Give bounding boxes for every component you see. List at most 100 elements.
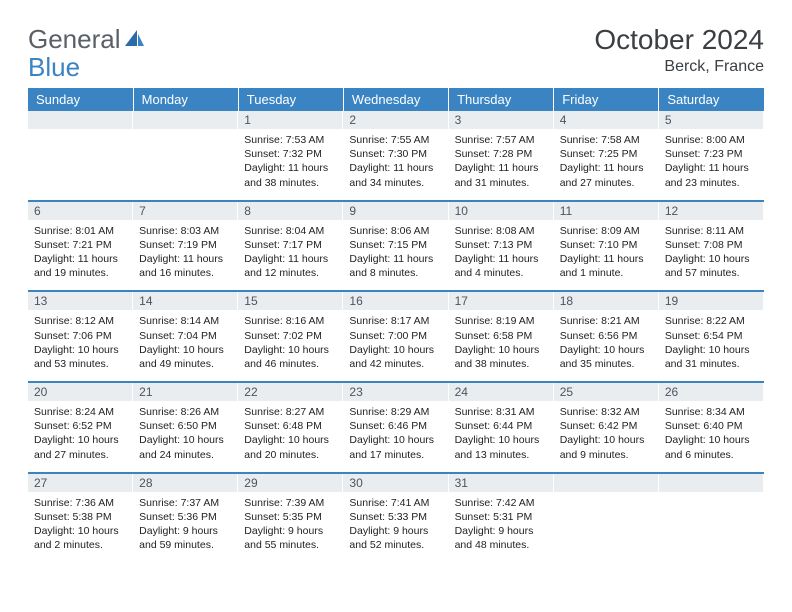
month-title: October 2024: [594, 24, 764, 56]
calendar-cell: 4Sunrise: 7:58 AMSunset: 7:25 PMDaylight…: [554, 111, 659, 201]
day-number: 24: [449, 383, 554, 401]
calendar-cell: 29Sunrise: 7:39 AMSunset: 5:35 PMDayligh…: [238, 473, 343, 563]
day-number: 2: [343, 111, 448, 129]
calendar-cell: 5Sunrise: 8:00 AMSunset: 7:23 PMDaylight…: [659, 111, 764, 201]
day-number: 25: [554, 383, 659, 401]
day-number: 17: [449, 292, 554, 310]
calendar-cell: 21Sunrise: 8:26 AMSunset: 6:50 PMDayligh…: [133, 382, 238, 473]
title-block: October 2024 Berck, France: [594, 24, 764, 76]
day-header: Saturday: [659, 88, 764, 111]
day-details: Sunrise: 8:16 AMSunset: 7:02 PMDaylight:…: [238, 310, 343, 381]
day-number: [28, 111, 133, 129]
logo-text-general: General: [28, 24, 121, 55]
day-details: Sunrise: 7:57 AMSunset: 7:28 PMDaylight:…: [449, 129, 554, 200]
calendar-cell: 2Sunrise: 7:55 AMSunset: 7:30 PMDaylight…: [343, 111, 448, 201]
day-details: Sunrise: 7:39 AMSunset: 5:35 PMDaylight:…: [238, 492, 343, 563]
day-number: 23: [343, 383, 448, 401]
day-header: Thursday: [449, 88, 554, 111]
calendar-cell: 23Sunrise: 8:29 AMSunset: 6:46 PMDayligh…: [343, 382, 448, 473]
day-details: Sunrise: 8:11 AMSunset: 7:08 PMDaylight:…: [659, 220, 764, 291]
day-number: 5: [659, 111, 764, 129]
day-details: Sunrise: 8:14 AMSunset: 7:04 PMDaylight:…: [133, 310, 238, 381]
calendar-cell: 30Sunrise: 7:41 AMSunset: 5:33 PMDayligh…: [343, 473, 448, 563]
day-number: 22: [238, 383, 343, 401]
day-number: 16: [343, 292, 448, 310]
calendar-cell: 14Sunrise: 8:14 AMSunset: 7:04 PMDayligh…: [133, 291, 238, 382]
calendar-week: 13Sunrise: 8:12 AMSunset: 7:06 PMDayligh…: [28, 291, 764, 382]
day-number: 18: [554, 292, 659, 310]
calendar-cell: 24Sunrise: 8:31 AMSunset: 6:44 PMDayligh…: [449, 382, 554, 473]
day-details: Sunrise: 8:27 AMSunset: 6:48 PMDaylight:…: [238, 401, 343, 472]
day-number: 8: [238, 202, 343, 220]
day-details: Sunrise: 7:58 AMSunset: 7:25 PMDaylight:…: [554, 129, 659, 200]
calendar-cell: [659, 473, 764, 563]
day-details: Sunrise: 7:36 AMSunset: 5:38 PMDaylight:…: [28, 492, 133, 563]
day-number: [554, 474, 659, 492]
day-details: [554, 492, 659, 558]
logo: General: [28, 24, 145, 55]
calendar-cell: 3Sunrise: 7:57 AMSunset: 7:28 PMDaylight…: [449, 111, 554, 201]
day-number: 21: [133, 383, 238, 401]
day-number: 31: [449, 474, 554, 492]
day-details: Sunrise: 8:22 AMSunset: 6:54 PMDaylight:…: [659, 310, 764, 381]
day-number: 11: [554, 202, 659, 220]
day-number: 4: [554, 111, 659, 129]
day-details: Sunrise: 8:01 AMSunset: 7:21 PMDaylight:…: [28, 220, 133, 291]
day-number: 10: [449, 202, 554, 220]
day-details: Sunrise: 7:53 AMSunset: 7:32 PMDaylight:…: [238, 129, 343, 200]
calendar-week: 6Sunrise: 8:01 AMSunset: 7:21 PMDaylight…: [28, 201, 764, 292]
day-number: 9: [343, 202, 448, 220]
day-details: Sunrise: 8:06 AMSunset: 7:15 PMDaylight:…: [343, 220, 448, 291]
calendar-cell: 9Sunrise: 8:06 AMSunset: 7:15 PMDaylight…: [343, 201, 448, 292]
calendar-cell: 13Sunrise: 8:12 AMSunset: 7:06 PMDayligh…: [28, 291, 133, 382]
calendar-cell: 12Sunrise: 8:11 AMSunset: 7:08 PMDayligh…: [659, 201, 764, 292]
day-details: Sunrise: 7:42 AMSunset: 5:31 PMDaylight:…: [449, 492, 554, 563]
day-number: 28: [133, 474, 238, 492]
calendar-cell: 11Sunrise: 8:09 AMSunset: 7:10 PMDayligh…: [554, 201, 659, 292]
logo-text-blue: Blue: [28, 52, 80, 83]
day-details: Sunrise: 8:26 AMSunset: 6:50 PMDaylight:…: [133, 401, 238, 472]
calendar-cell: 8Sunrise: 8:04 AMSunset: 7:17 PMDaylight…: [238, 201, 343, 292]
day-number: 19: [659, 292, 764, 310]
day-details: Sunrise: 8:24 AMSunset: 6:52 PMDaylight:…: [28, 401, 133, 472]
day-details: Sunrise: 8:31 AMSunset: 6:44 PMDaylight:…: [449, 401, 554, 472]
day-header: Friday: [554, 88, 659, 111]
location: Berck, France: [594, 58, 764, 76]
day-number: 13: [28, 292, 133, 310]
calendar-cell: 22Sunrise: 8:27 AMSunset: 6:48 PMDayligh…: [238, 382, 343, 473]
day-number: 15: [238, 292, 343, 310]
calendar-week: 20Sunrise: 8:24 AMSunset: 6:52 PMDayligh…: [28, 382, 764, 473]
day-details: Sunrise: 8:09 AMSunset: 7:10 PMDaylight:…: [554, 220, 659, 291]
day-details: Sunrise: 8:17 AMSunset: 7:00 PMDaylight:…: [343, 310, 448, 381]
day-details: Sunrise: 7:37 AMSunset: 5:36 PMDaylight:…: [133, 492, 238, 563]
header: General October 2024 Berck, France: [28, 24, 764, 76]
day-number: 3: [449, 111, 554, 129]
day-number: 14: [133, 292, 238, 310]
calendar-cell: 17Sunrise: 8:19 AMSunset: 6:58 PMDayligh…: [449, 291, 554, 382]
calendar-cell: 6Sunrise: 8:01 AMSunset: 7:21 PMDaylight…: [28, 201, 133, 292]
calendar-cell: [28, 111, 133, 201]
day-number: 30: [343, 474, 448, 492]
day-number: 20: [28, 383, 133, 401]
day-details: Sunrise: 8:08 AMSunset: 7:13 PMDaylight:…: [449, 220, 554, 291]
day-number: [659, 474, 764, 492]
day-number: 7: [133, 202, 238, 220]
day-details: Sunrise: 8:21 AMSunset: 6:56 PMDaylight:…: [554, 310, 659, 381]
day-details: [28, 129, 133, 195]
day-number: 6: [28, 202, 133, 220]
calendar-cell: 16Sunrise: 8:17 AMSunset: 7:00 PMDayligh…: [343, 291, 448, 382]
day-details: Sunrise: 8:19 AMSunset: 6:58 PMDaylight:…: [449, 310, 554, 381]
day-number: 29: [238, 474, 343, 492]
day-number: 26: [659, 383, 764, 401]
day-details: [659, 492, 764, 558]
day-header: Monday: [133, 88, 238, 111]
day-header: Wednesday: [343, 88, 448, 111]
day-details: Sunrise: 8:04 AMSunset: 7:17 PMDaylight:…: [238, 220, 343, 291]
day-number: [133, 111, 238, 129]
calendar-cell: 27Sunrise: 7:36 AMSunset: 5:38 PMDayligh…: [28, 473, 133, 563]
calendar-cell: [554, 473, 659, 563]
day-number: 1: [238, 111, 343, 129]
calendar-cell: 1Sunrise: 7:53 AMSunset: 7:32 PMDaylight…: [238, 111, 343, 201]
day-details: [133, 129, 238, 195]
day-header-row: SundayMondayTuesdayWednesdayThursdayFrid…: [28, 88, 764, 111]
